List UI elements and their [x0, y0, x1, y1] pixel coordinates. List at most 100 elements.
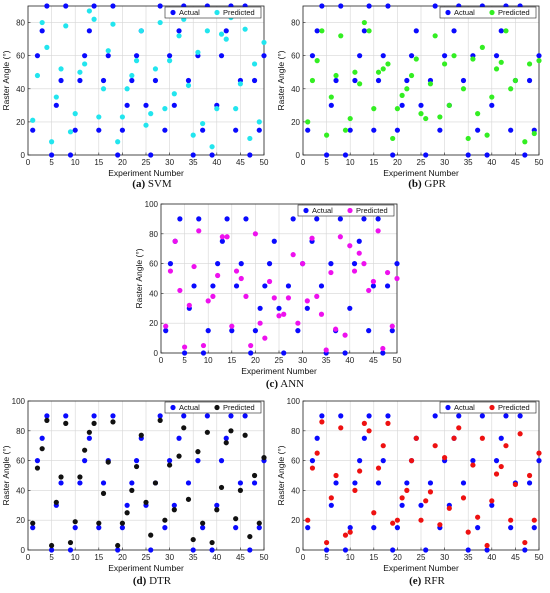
caption-dtr: (d) DTR [32, 575, 272, 587]
x-axis-label: Experiment Number [241, 366, 317, 376]
data-point [408, 53, 415, 59]
data-point [328, 94, 334, 100]
data-point [176, 435, 182, 441]
data-point [124, 86, 130, 92]
data-point [536, 458, 542, 464]
chart-dtr: 0 5 10 15 20 25 30 35 40 45 50 0 20 40 60 80 100 Experime… [1, 397, 269, 573]
data-point [404, 77, 410, 84]
series-predicted [30, 417, 267, 549]
x-tick-label: 30 [165, 158, 174, 167]
data-point [489, 498, 495, 504]
data-point [408, 72, 415, 79]
data-point [285, 283, 292, 289]
data-point [456, 413, 462, 419]
data-point [200, 350, 207, 356]
y-tick-label: 40 [291, 85, 300, 94]
data-point [300, 261, 306, 267]
data-point [251, 472, 258, 479]
x-tick-label: 20 [393, 158, 402, 167]
data-point [418, 102, 424, 108]
data-point [133, 458, 140, 464]
data-point [96, 525, 102, 531]
data-point [526, 61, 533, 67]
caption-gpr: (b) GPR [307, 178, 547, 190]
x-tick-label: 30 [440, 553, 449, 562]
x-tick-label: 30 [298, 356, 307, 365]
data-point [171, 91, 177, 97]
data-point [399, 495, 405, 501]
x-tick-label: 40 [487, 158, 496, 167]
y-tick-label: 100 [145, 200, 159, 209]
data-point [371, 525, 377, 531]
data-point [390, 547, 396, 553]
data-point [185, 77, 192, 84]
data-point [314, 28, 320, 34]
data-point [380, 53, 386, 59]
data-point [338, 3, 344, 9]
chart-panel-rfr: 0 5 10 15 20 25 30 35 40 45 50 0 20 40 60 80 100 Experime… [275, 395, 550, 593]
data-point [503, 443, 509, 449]
data-point [276, 313, 282, 319]
data-point [427, 480, 434, 486]
data-point [465, 547, 471, 553]
data-point [67, 152, 74, 158]
data-point [214, 106, 220, 112]
data-point [489, 502, 495, 508]
data-point [162, 517, 168, 523]
data-point [167, 458, 173, 464]
data-point [489, 94, 495, 100]
data-point [295, 328, 301, 334]
data-point [138, 432, 144, 438]
caption-name: RFR [424, 575, 445, 587]
x-tick-label: 15 [369, 553, 378, 562]
data-point [475, 111, 481, 117]
data-point [517, 431, 523, 437]
data-point [380, 458, 386, 464]
data-point [185, 480, 192, 486]
data-point [314, 450, 320, 456]
data-point [522, 152, 528, 158]
legend-box [297, 204, 395, 217]
data-point [437, 522, 443, 528]
legend-marker [489, 9, 495, 16]
data-point [77, 480, 83, 486]
data-point [44, 3, 50, 9]
data-point [177, 287, 183, 294]
data-point [129, 72, 135, 79]
data-point [77, 77, 83, 84]
x-tick-label: 25 [142, 553, 151, 562]
data-point [58, 77, 64, 84]
data-point [261, 455, 267, 461]
data-point [86, 429, 92, 435]
data-point [281, 311, 287, 317]
data-point [413, 435, 419, 441]
data-point [271, 295, 277, 301]
data-point [522, 139, 528, 145]
data-point [262, 283, 268, 289]
legend-label: Predicted [498, 403, 530, 412]
data-point [366, 413, 372, 419]
data-point [404, 86, 410, 92]
data-point [63, 23, 69, 29]
data-point [86, 435, 92, 441]
y-tick-label: 20 [149, 319, 158, 328]
data-point [479, 44, 485, 50]
data-point [167, 53, 173, 59]
data-point [446, 505, 452, 511]
data-point [110, 419, 116, 425]
y-tick-label: 80 [291, 427, 300, 436]
data-point [133, 53, 140, 59]
data-point [470, 56, 476, 62]
data-point [328, 495, 334, 501]
x-tick-label: 10 [204, 356, 213, 365]
data-point [380, 66, 386, 72]
data-point [470, 462, 476, 468]
data-point [39, 19, 45, 26]
data-point [375, 216, 381, 222]
data-point [67, 539, 74, 546]
caption-svm: (a) SVM [32, 178, 272, 190]
data-point [34, 72, 41, 79]
data-point [177, 216, 183, 222]
data-point [347, 127, 353, 133]
data-point [209, 547, 215, 553]
